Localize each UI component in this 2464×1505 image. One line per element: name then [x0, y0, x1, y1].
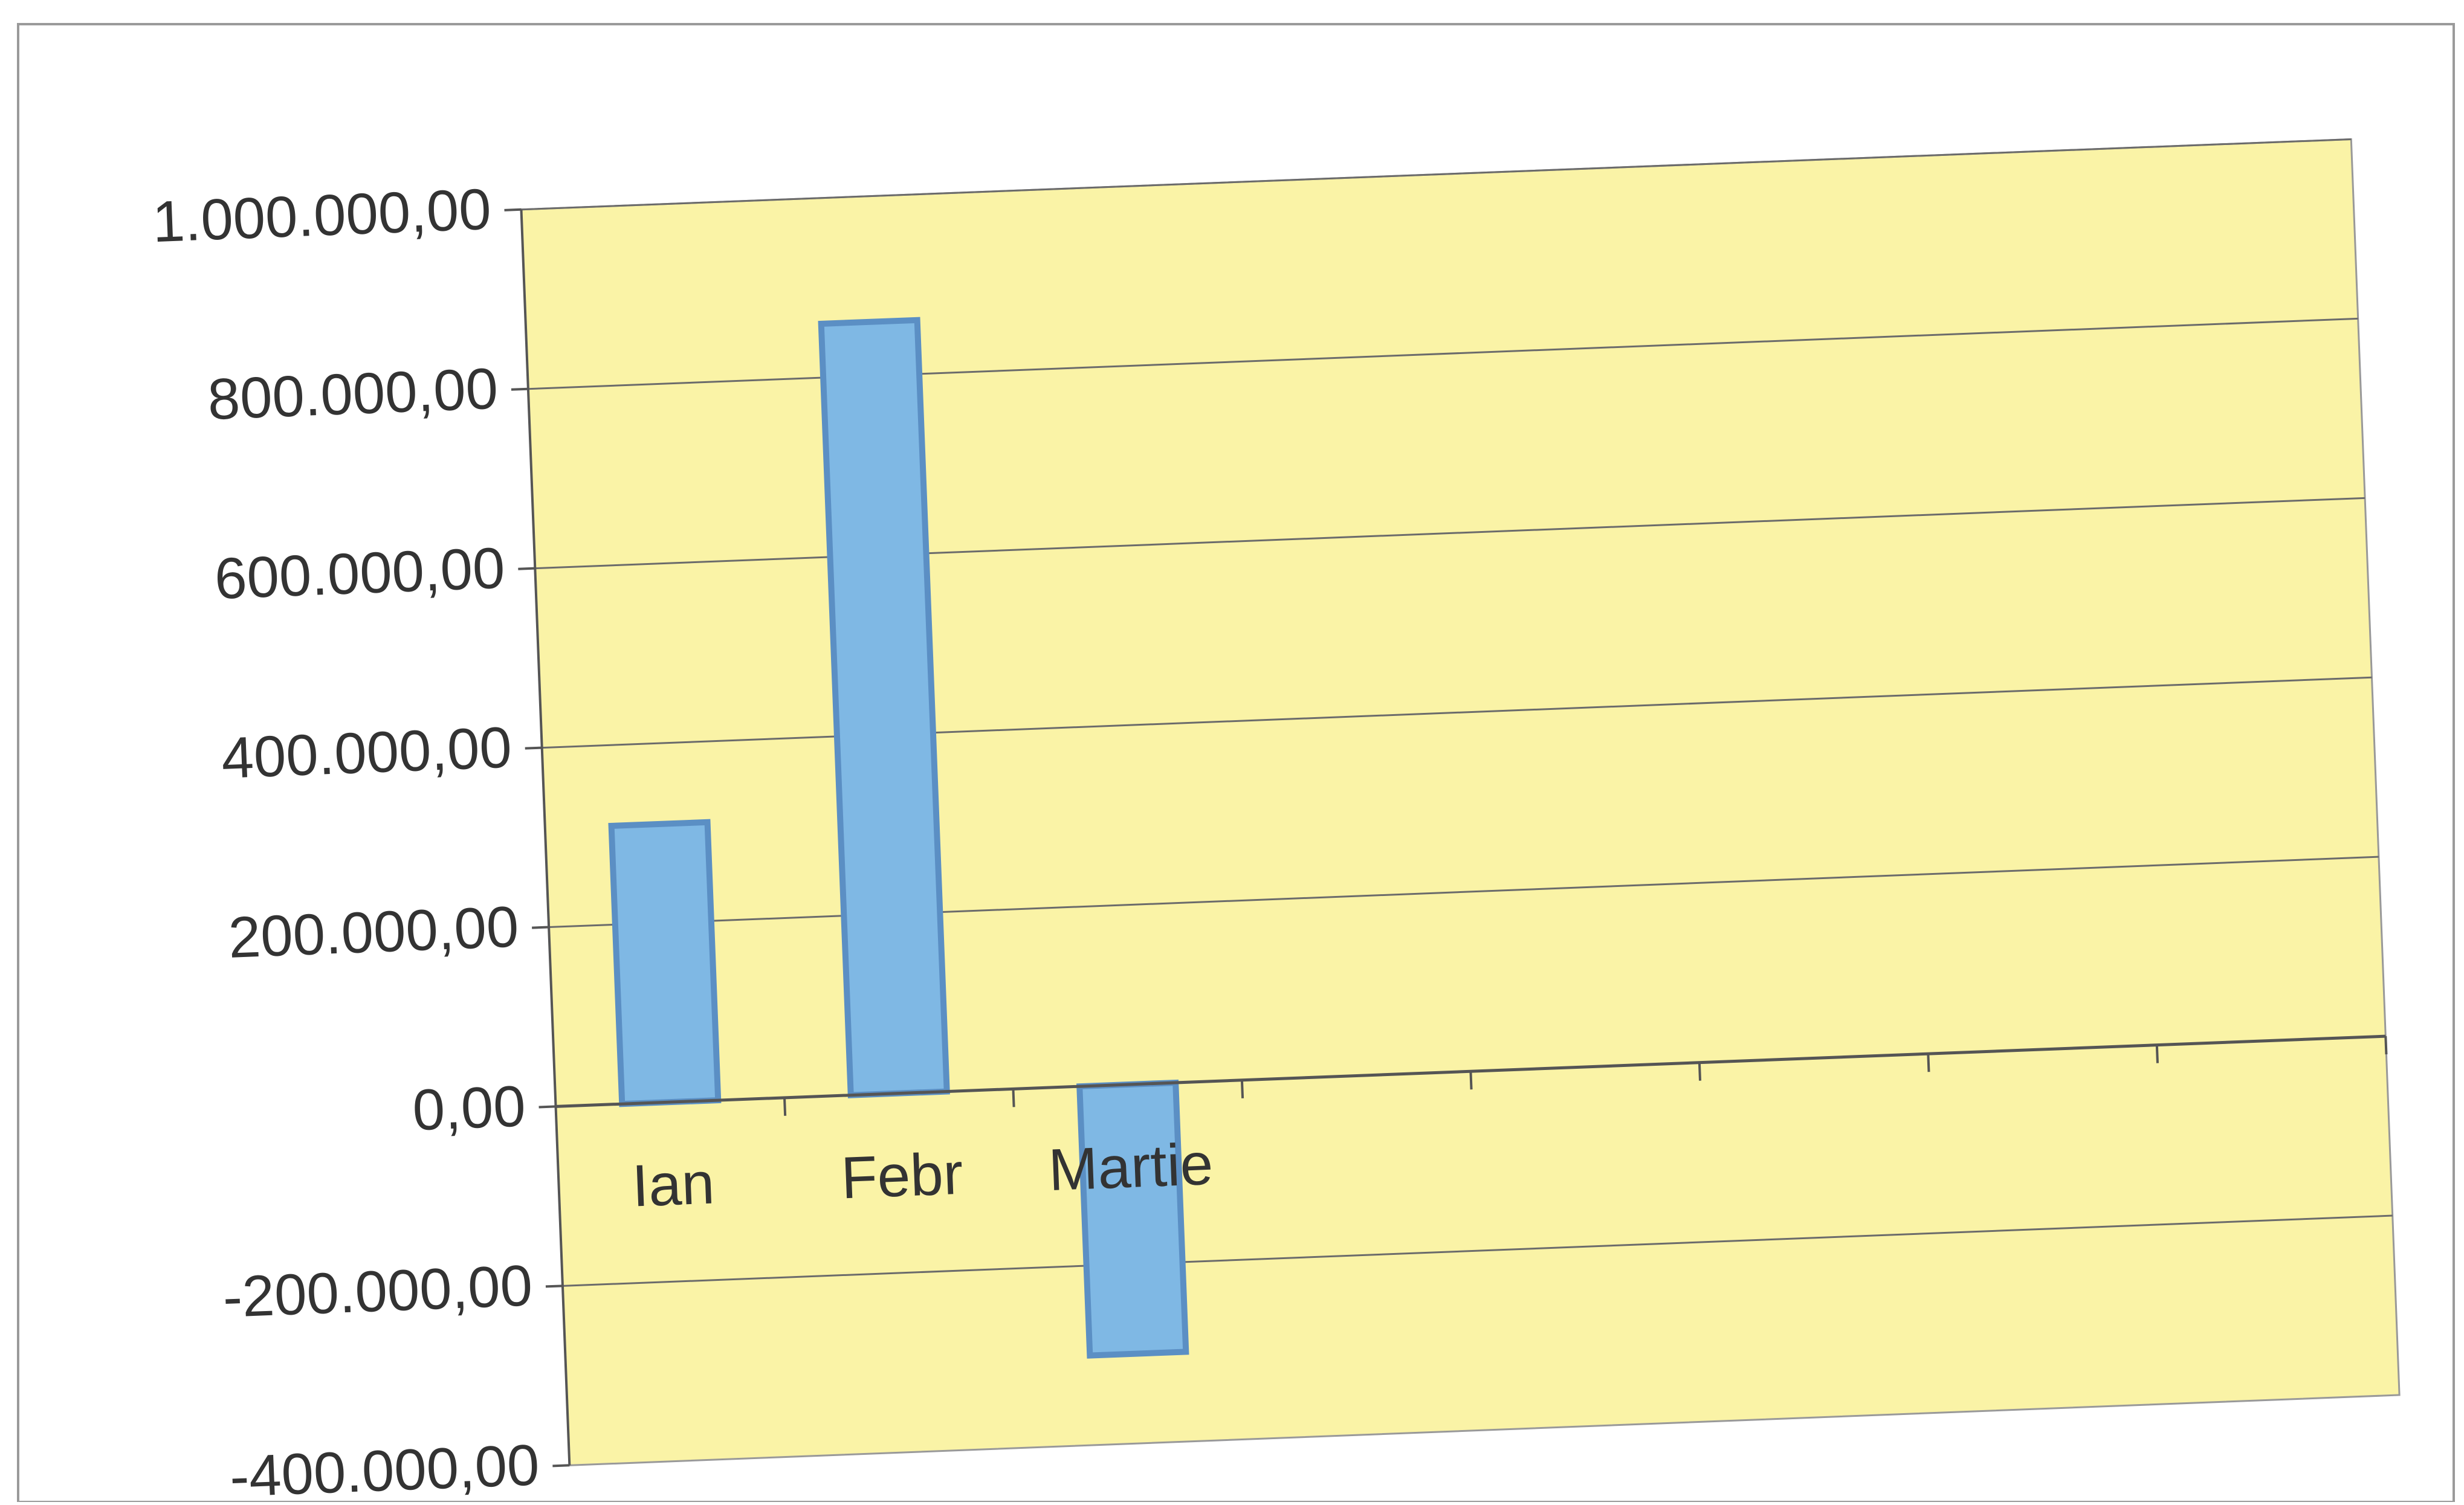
y-tick-label: -200.000,00 [222, 1253, 534, 1330]
x-tick-mark [1012, 1089, 1015, 1107]
plot-area: 1.000.000,00 800.000,00 600.000,00 400.000,… [151, 138, 2401, 1505]
y-tick-label: 800.000,00 [207, 356, 499, 432]
plot-background [520, 138, 2401, 1466]
x-tick-mark [783, 1097, 787, 1116]
y-tick-label: -400.000,00 [228, 1432, 540, 1502]
x-tick-mark [1698, 1062, 1702, 1081]
y-tick-label: 1.000.000,00 [151, 177, 492, 254]
y-tick-mark [511, 387, 528, 391]
x-tick-label: Febr [840, 1140, 965, 1211]
y-tick-label: 400.000,00 [220, 715, 513, 791]
y-tick-mark [538, 1105, 556, 1109]
axes [504, 208, 2388, 1468]
y-axis-line [520, 209, 571, 1466]
x-tick-mark [1469, 1071, 1473, 1090]
x-tick-mark [2155, 1045, 2159, 1063]
y-tick-mark [525, 746, 542, 750]
gridline [562, 1214, 2393, 1287]
y-tick-label: 600.000,00 [213, 536, 506, 611]
y-tick-mark [552, 1464, 570, 1468]
y-tick-label: 0,00 [412, 1074, 527, 1142]
x-tick-label: Ian [631, 1149, 716, 1219]
y-tick-label: 200.000,00 [227, 894, 520, 970]
gridline [521, 138, 2352, 211]
bar [1076, 1079, 1189, 1359]
x-tick-label: Martie [1047, 1130, 1214, 1203]
x-tick-mark [1927, 1054, 1930, 1072]
x-tick-mark [2384, 1036, 2388, 1055]
bar [608, 819, 722, 1107]
x-tick-mark [1240, 1080, 1244, 1098]
axis-labels: 1.000.000,00 800.000,00 600.000,00 400.000,… [151, 177, 1214, 1505]
